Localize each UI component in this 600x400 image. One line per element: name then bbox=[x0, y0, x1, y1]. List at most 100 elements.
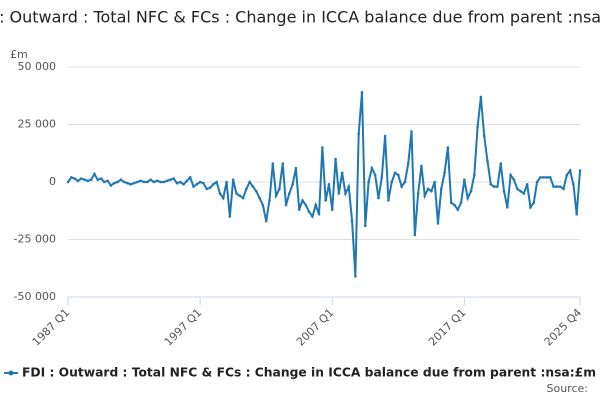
point bbox=[294, 166, 298, 170]
point bbox=[453, 203, 456, 207]
point bbox=[406, 162, 410, 165]
point bbox=[73, 177, 76, 180]
point bbox=[502, 189, 506, 193]
point bbox=[235, 192, 238, 195]
point bbox=[103, 180, 106, 184]
point bbox=[433, 180, 436, 184]
point bbox=[555, 185, 559, 188]
point bbox=[112, 181, 116, 185]
point bbox=[548, 176, 552, 179]
point bbox=[245, 187, 248, 191]
point bbox=[136, 180, 139, 184]
point bbox=[439, 187, 443, 191]
point bbox=[93, 172, 96, 176]
point bbox=[258, 196, 261, 200]
point bbox=[426, 187, 430, 191]
point bbox=[126, 181, 129, 185]
point bbox=[281, 162, 285, 165]
point bbox=[344, 192, 347, 195]
point bbox=[466, 196, 469, 200]
point bbox=[284, 203, 288, 207]
point bbox=[558, 185, 562, 188]
point bbox=[79, 177, 83, 180]
point bbox=[89, 178, 93, 181]
point bbox=[469, 189, 473, 193]
point bbox=[155, 179, 159, 183]
point bbox=[416, 192, 420, 195]
point bbox=[562, 187, 565, 191]
point bbox=[238, 194, 242, 198]
point bbox=[489, 183, 493, 186]
point bbox=[297, 208, 301, 211]
point bbox=[218, 192, 222, 195]
point bbox=[423, 194, 427, 198]
point bbox=[179, 180, 182, 184]
point bbox=[139, 179, 142, 183]
point bbox=[185, 179, 189, 183]
point bbox=[390, 180, 394, 184]
point bbox=[159, 180, 162, 184]
point bbox=[377, 196, 380, 200]
point bbox=[370, 166, 374, 170]
point bbox=[568, 169, 572, 172]
point bbox=[360, 91, 364, 94]
y-tick-label: -50 000 bbox=[14, 290, 56, 303]
point bbox=[317, 212, 321, 216]
point bbox=[268, 199, 271, 202]
point bbox=[106, 179, 109, 183]
point bbox=[539, 176, 542, 179]
point bbox=[430, 189, 433, 193]
x-tick-label: 2017 Q1 bbox=[426, 306, 469, 349]
point bbox=[149, 178, 152, 181]
point bbox=[198, 180, 202, 184]
point bbox=[301, 199, 304, 202]
point bbox=[188, 176, 192, 179]
point bbox=[373, 173, 377, 177]
point bbox=[145, 180, 149, 184]
point bbox=[221, 196, 225, 200]
point bbox=[463, 178, 466, 181]
point bbox=[363, 224, 367, 227]
point bbox=[522, 192, 526, 195]
point bbox=[152, 180, 156, 184]
point bbox=[446, 146, 450, 149]
point bbox=[202, 181, 205, 185]
point bbox=[192, 185, 195, 188]
point bbox=[182, 183, 185, 186]
point bbox=[472, 173, 476, 177]
point bbox=[162, 180, 166, 184]
point bbox=[529, 206, 532, 209]
point bbox=[116, 180, 119, 184]
legend-marker bbox=[8, 370, 14, 376]
point bbox=[535, 180, 539, 184]
point bbox=[506, 206, 509, 209]
point bbox=[129, 183, 133, 186]
point bbox=[314, 203, 318, 207]
point bbox=[330, 208, 334, 211]
point bbox=[241, 196, 245, 200]
point bbox=[215, 180, 218, 184]
point bbox=[212, 183, 215, 186]
point bbox=[532, 201, 536, 204]
point bbox=[175, 181, 179, 185]
point bbox=[307, 210, 311, 214]
point bbox=[436, 222, 440, 225]
point bbox=[327, 183, 331, 186]
point bbox=[496, 185, 499, 188]
point bbox=[271, 162, 275, 165]
point bbox=[205, 187, 209, 191]
point bbox=[169, 178, 172, 181]
point bbox=[354, 275, 357, 278]
x-tick-label: 2007 Q1 bbox=[294, 306, 337, 349]
point bbox=[542, 176, 545, 179]
point bbox=[420, 164, 423, 168]
point bbox=[350, 219, 354, 223]
point bbox=[519, 189, 522, 193]
series-line bbox=[67, 92, 581, 277]
point bbox=[83, 178, 86, 181]
point bbox=[76, 179, 80, 183]
point bbox=[340, 171, 344, 175]
point bbox=[334, 157, 337, 161]
y-tick-label: 50 000 bbox=[18, 60, 57, 73]
